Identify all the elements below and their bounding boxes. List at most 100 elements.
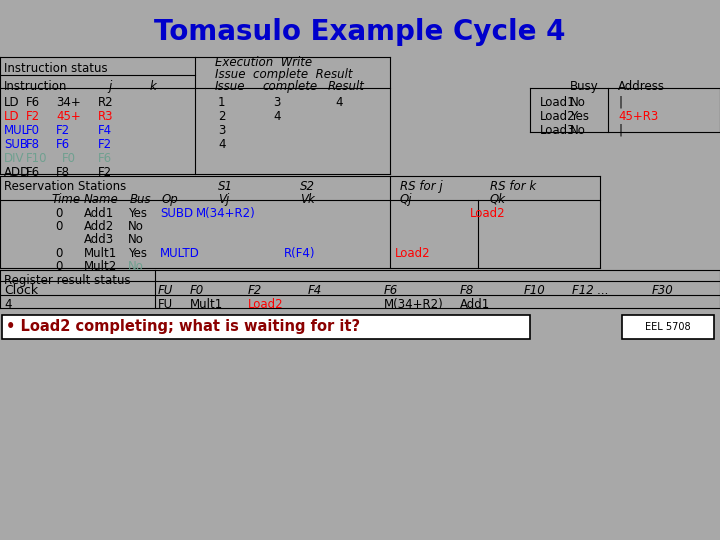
Text: RS for k: RS for k: [490, 180, 536, 193]
Text: F30: F30: [652, 284, 674, 297]
Text: |: |: [618, 124, 622, 137]
Text: M(34+R2): M(34+R2): [196, 207, 256, 220]
Text: F4: F4: [308, 284, 323, 297]
Text: Add3: Add3: [84, 233, 114, 246]
Text: LD: LD: [4, 96, 19, 109]
Text: F2: F2: [98, 138, 112, 151]
FancyBboxPatch shape: [2, 315, 530, 339]
Text: F6: F6: [56, 138, 70, 151]
Text: 0: 0: [55, 260, 63, 273]
Text: 34+: 34+: [56, 96, 81, 109]
Text: Add1: Add1: [84, 207, 114, 220]
Text: Op: Op: [162, 193, 179, 206]
Text: SUB: SUB: [4, 138, 28, 151]
Text: • Load2 completing; what is waiting for it?: • Load2 completing; what is waiting for …: [6, 320, 360, 334]
Text: Result: Result: [328, 80, 365, 93]
Text: No: No: [128, 220, 144, 233]
Text: Qj: Qj: [400, 193, 413, 206]
Text: Load1: Load1: [540, 96, 575, 109]
Text: F6: F6: [98, 152, 112, 165]
Text: Add1: Add1: [460, 298, 490, 311]
Text: MULTD: MULTD: [160, 247, 200, 260]
Text: complete: complete: [262, 80, 317, 93]
Text: DIV: DIV: [4, 152, 24, 165]
Text: Tomasulo Example Cycle 4: Tomasulo Example Cycle 4: [154, 18, 566, 46]
Text: F12 ...: F12 ...: [572, 284, 608, 297]
Text: EEL 5708: EEL 5708: [645, 322, 690, 332]
Text: 4: 4: [335, 96, 343, 109]
Text: F2: F2: [98, 166, 112, 179]
Text: Qk: Qk: [490, 193, 506, 206]
Text: RS for j: RS for j: [400, 180, 443, 193]
Text: Load2: Load2: [248, 298, 284, 311]
Text: No: No: [570, 96, 586, 109]
Text: Execution  Write: Execution Write: [215, 56, 312, 69]
Text: 4: 4: [4, 298, 12, 311]
Text: Yes: Yes: [128, 207, 147, 220]
Text: Yes: Yes: [570, 110, 589, 123]
Text: 45+R3: 45+R3: [618, 110, 658, 123]
Text: 0: 0: [55, 247, 63, 260]
Text: F8: F8: [26, 138, 40, 151]
Text: F10: F10: [524, 284, 546, 297]
Text: S2: S2: [300, 180, 315, 193]
Text: No: No: [128, 233, 144, 246]
Text: k: k: [150, 80, 157, 93]
Text: Bus: Bus: [130, 193, 152, 206]
Text: F2: F2: [26, 110, 40, 123]
Text: F2: F2: [248, 284, 262, 297]
Text: FU: FU: [158, 298, 173, 311]
Text: ADD: ADD: [4, 166, 30, 179]
Text: |: |: [618, 96, 622, 109]
Text: Address: Address: [618, 80, 665, 93]
Text: 0: 0: [55, 207, 63, 220]
Text: F6: F6: [384, 284, 398, 297]
Text: F8: F8: [460, 284, 474, 297]
Text: F6: F6: [26, 96, 40, 109]
Text: Load2: Load2: [470, 207, 505, 220]
Text: F8: F8: [56, 166, 70, 179]
Text: F0: F0: [62, 152, 76, 165]
Text: Register result status: Register result status: [4, 274, 130, 287]
Text: Mult1: Mult1: [190, 298, 223, 311]
Text: Vj: Vj: [218, 193, 229, 206]
Text: F2: F2: [56, 124, 70, 137]
Text: F10: F10: [26, 152, 48, 165]
Text: 3: 3: [218, 124, 225, 137]
Text: MUL: MUL: [4, 124, 29, 137]
Text: No: No: [570, 124, 586, 137]
Text: S1: S1: [218, 180, 233, 193]
Text: Issue  complete  Result: Issue complete Result: [215, 68, 353, 81]
Text: Mult2: Mult2: [84, 260, 117, 273]
Text: M(34+R2): M(34+R2): [384, 298, 444, 311]
Text: F6: F6: [26, 166, 40, 179]
Text: Time: Time: [52, 193, 81, 206]
Text: No: No: [128, 260, 144, 273]
Text: Vk: Vk: [300, 193, 315, 206]
Text: j: j: [108, 80, 112, 93]
Text: 0: 0: [55, 220, 63, 233]
Text: Load3: Load3: [540, 124, 575, 137]
Text: F4: F4: [98, 124, 112, 137]
Text: 2: 2: [218, 110, 225, 123]
Text: Instruction: Instruction: [4, 80, 68, 93]
Text: Instruction status: Instruction status: [4, 62, 107, 75]
Text: 1: 1: [218, 96, 225, 109]
Text: Clock: Clock: [4, 284, 38, 297]
Text: 4: 4: [218, 138, 225, 151]
Text: FU: FU: [158, 284, 174, 297]
Text: 4: 4: [273, 110, 281, 123]
Text: Yes: Yes: [128, 247, 147, 260]
Text: R(F4): R(F4): [284, 247, 315, 260]
Text: Busy: Busy: [570, 80, 599, 93]
Text: Load2: Load2: [395, 247, 431, 260]
Text: Issue: Issue: [215, 80, 246, 93]
Text: F0: F0: [190, 284, 204, 297]
Text: Load2: Load2: [540, 110, 575, 123]
Text: R3: R3: [98, 110, 114, 123]
Text: Mult1: Mult1: [84, 247, 117, 260]
Text: F0: F0: [26, 124, 40, 137]
Text: Add2: Add2: [84, 220, 114, 233]
Text: 3: 3: [273, 96, 280, 109]
Text: Reservation Stations: Reservation Stations: [4, 180, 126, 193]
